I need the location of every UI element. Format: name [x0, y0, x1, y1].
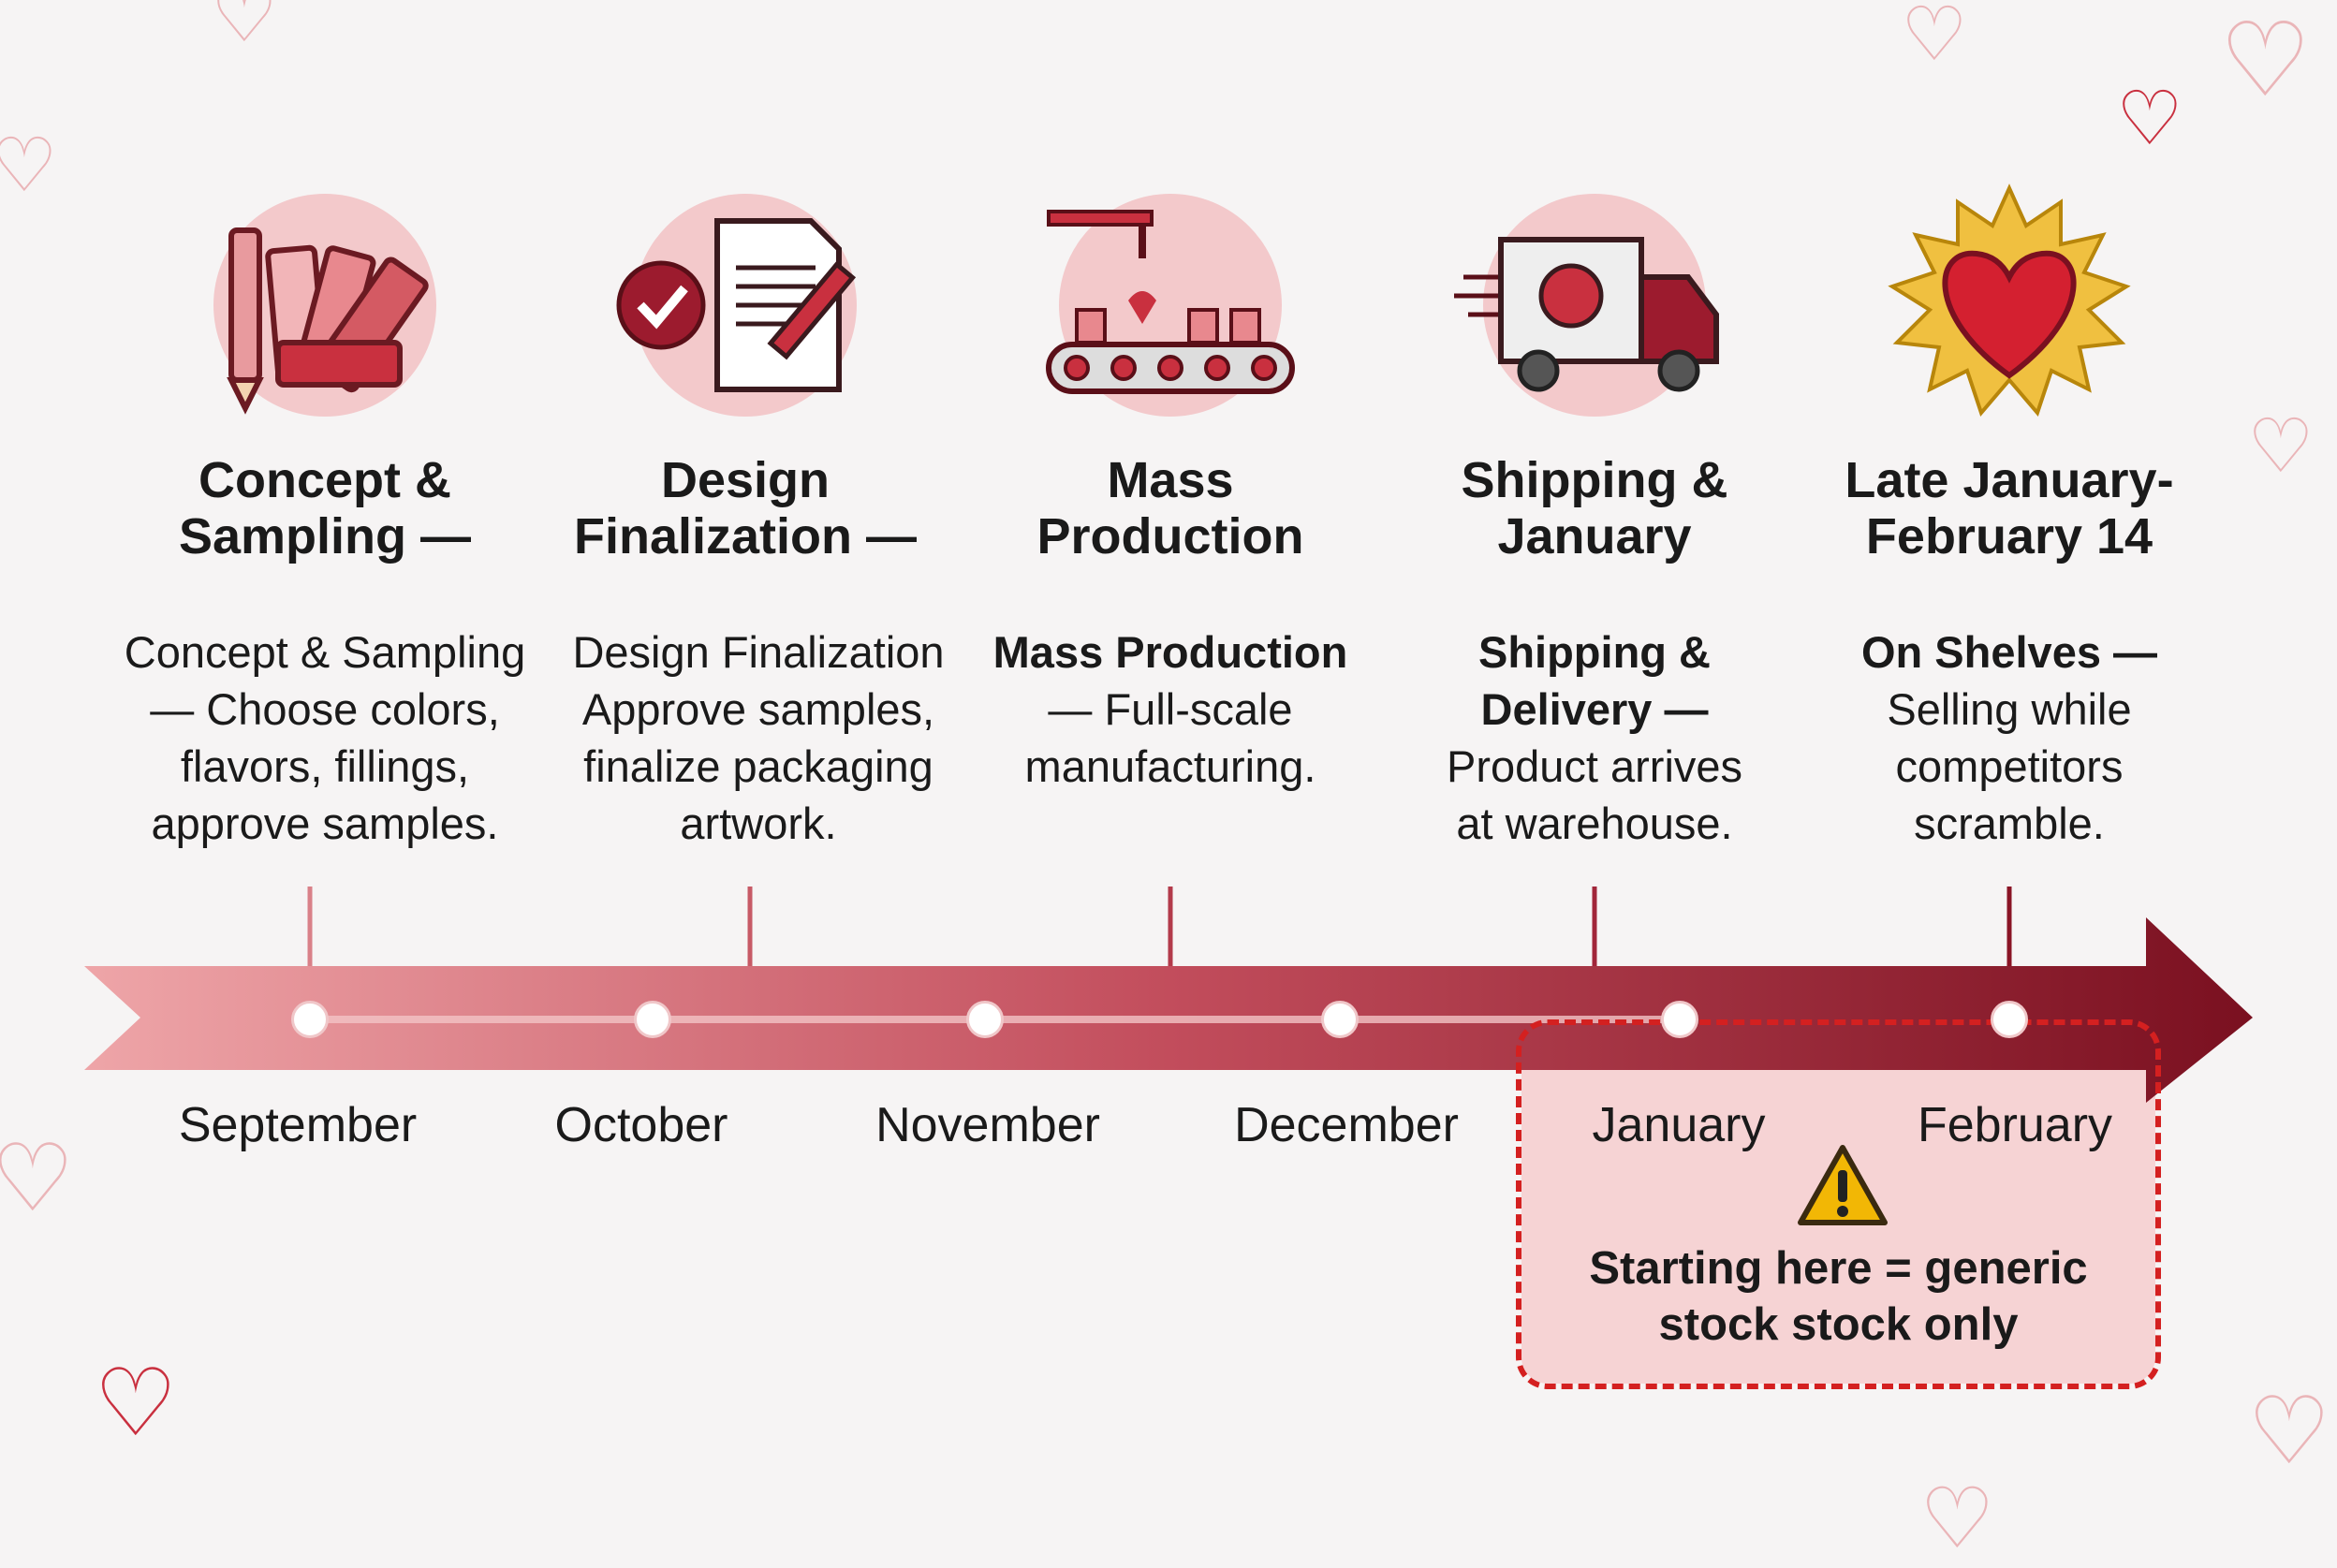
stage-description: Design Finalization Approve samples, fin… — [552, 623, 964, 852]
conveyor-factory-icon — [1030, 183, 1311, 427]
heart-burst-icon — [1869, 183, 2150, 427]
timeline-tick — [1168, 887, 1173, 969]
heart-doodle-icon: ♡ — [94, 1351, 178, 1456]
heart-doodle-icon: ♡ — [2116, 77, 2183, 160]
stage-description-text: Concept & Sampling — Choose colors, flav… — [124, 627, 526, 848]
month-label: November — [875, 1098, 1100, 1152]
month-label: February — [1917, 1098, 2113, 1152]
stage-description-bold: On Shelves — — [1860, 627, 2158, 677]
warning-zone-box — [1516, 1019, 2161, 1389]
timeline-dot — [1991, 1001, 2028, 1038]
heart-doodle-icon: ♡ — [2219, 3, 2312, 118]
stage-description-text: Selling while competitors scramble. — [1887, 684, 2132, 848]
timeline-dot — [966, 1001, 1004, 1038]
timeline-tick — [2006, 887, 2012, 969]
heart-doodle-icon: ♡ — [0, 1126, 75, 1231]
heart-doodle-icon: ♡ — [1919, 1473, 1995, 1566]
timeline-dot — [1321, 1001, 1359, 1038]
stage-description-text: — Full-scale manufacturing. — [1024, 684, 1316, 791]
stage-description-bold: Shipping & Delivery — — [1477, 627, 1711, 734]
delivery-truck-globe-icon — [1454, 183, 1735, 427]
timeline-tick — [307, 887, 313, 969]
timeline-dot — [1661, 1001, 1698, 1038]
stage-title: Mass Production — [1036, 452, 1304, 564]
month-label: September — [178, 1098, 418, 1152]
timeline-tick — [1592, 887, 1597, 969]
timeline-tick — [747, 887, 753, 969]
warning-text: Starting here = generic stock stock only — [1589, 1243, 2088, 1350]
stage-title: Late January- February 14 — [1845, 452, 2174, 564]
stage-description-bold: Mass Production — [992, 627, 1348, 677]
timeline-dot — [634, 1001, 671, 1038]
warning-box-fill — [1521, 1070, 2155, 1384]
heart-doodle-icon: ♡ — [2247, 1379, 2331, 1484]
document-signature-check-icon — [605, 183, 886, 427]
stage-description-text: Product arrives at warehouse. — [1446, 741, 1743, 848]
month-label: January — [1592, 1098, 1766, 1152]
stage-title: Shipping & January — [1461, 452, 1728, 564]
stage-description: Concept & Sampling — Choose colors, flav… — [119, 623, 531, 852]
stage-description: On Shelves — Selling while competitors s… — [1803, 623, 2215, 852]
month-label: October — [554, 1098, 728, 1152]
stage-title: Concept & Sampling — — [178, 452, 472, 564]
stage-description-text: Design Finalization Approve samples, fin… — [572, 627, 945, 848]
color-swatch-pencil-icon — [184, 183, 465, 427]
stage-description: Mass Production — Full-scale manufacturi… — [964, 623, 1376, 795]
stage-description: Shipping & Delivery — Product arrives at… — [1389, 623, 1801, 852]
month-label: December — [1234, 1098, 1459, 1152]
heart-doodle-icon: ♡ — [1901, 0, 1968, 76]
heart-doodle-icon: ♡ — [2247, 404, 2315, 488]
warning-triangle-icon — [1798, 1145, 1888, 1225]
heart-doodle-icon: ♡ — [211, 0, 278, 57]
heart-doodle-icon: ♡ — [0, 124, 58, 207]
stage-title: Design Finalization — — [573, 452, 917, 564]
timeline-dot — [291, 1001, 329, 1038]
